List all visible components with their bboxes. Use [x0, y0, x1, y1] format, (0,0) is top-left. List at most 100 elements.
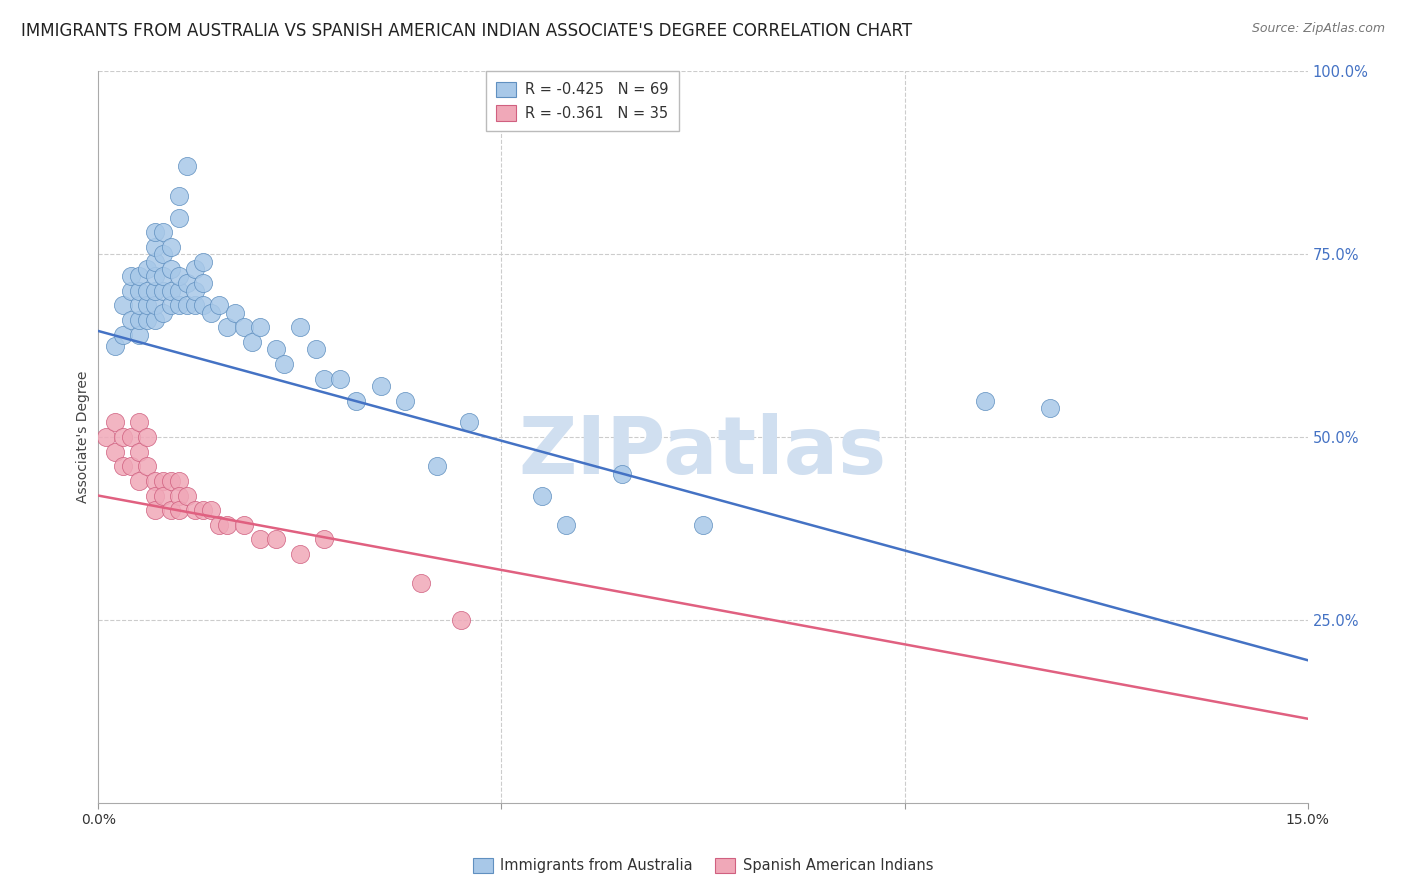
- Point: [135, 430, 157, 444]
- Point: [128, 327, 150, 342]
- Point: [152, 247, 174, 261]
- Point: [264, 343, 287, 357]
- Point: [208, 298, 231, 312]
- Point: [143, 298, 166, 312]
- Point: [458, 416, 481, 430]
- Point: [305, 343, 328, 357]
- Point: [135, 298, 157, 312]
- Point: [1039, 401, 1062, 415]
- Point: [344, 393, 367, 408]
- Point: [167, 188, 190, 202]
- Point: [224, 306, 246, 320]
- Point: [167, 503, 190, 517]
- Point: [184, 298, 207, 312]
- Text: Source: ZipAtlas.com: Source: ZipAtlas.com: [1251, 22, 1385, 36]
- Legend: R = -0.425   N = 69, R = -0.361   N = 35: R = -0.425 N = 69, R = -0.361 N = 35: [485, 71, 679, 131]
- Point: [143, 503, 166, 517]
- Point: [143, 225, 166, 239]
- Point: [128, 269, 150, 284]
- Point: [314, 533, 336, 547]
- Point: [143, 284, 166, 298]
- Point: [167, 284, 190, 298]
- Point: [530, 489, 553, 503]
- Point: [193, 298, 215, 312]
- Point: [160, 474, 183, 488]
- Point: [176, 160, 198, 174]
- Point: [974, 393, 997, 408]
- Point: [135, 459, 157, 474]
- Point: [152, 284, 174, 298]
- Point: [152, 474, 174, 488]
- Point: [314, 371, 336, 385]
- Point: [450, 613, 472, 627]
- Point: [329, 371, 352, 385]
- Point: [135, 261, 157, 276]
- Point: [160, 503, 183, 517]
- Point: [612, 467, 634, 481]
- Point: [193, 503, 215, 517]
- Point: [152, 225, 174, 239]
- Text: IMMIGRANTS FROM AUSTRALIA VS SPANISH AMERICAN INDIAN ASSOCIATE'S DEGREE CORRELAT: IMMIGRANTS FROM AUSTRALIA VS SPANISH AME…: [21, 22, 912, 40]
- Point: [167, 211, 190, 225]
- Point: [426, 459, 449, 474]
- Point: [692, 517, 714, 532]
- Point: [160, 298, 183, 312]
- Point: [143, 269, 166, 284]
- Point: [394, 393, 416, 408]
- Point: [208, 517, 231, 532]
- Point: [273, 357, 295, 371]
- Point: [409, 576, 432, 591]
- Point: [143, 240, 166, 254]
- Point: [167, 489, 190, 503]
- Point: [111, 327, 134, 342]
- Point: [200, 306, 222, 320]
- Point: [143, 254, 166, 268]
- Point: [152, 269, 174, 284]
- Point: [184, 261, 207, 276]
- Point: [143, 489, 166, 503]
- Point: [232, 320, 254, 334]
- Point: [128, 416, 150, 430]
- Point: [288, 320, 311, 334]
- Point: [120, 430, 142, 444]
- Point: [176, 489, 198, 503]
- Point: [249, 533, 271, 547]
- Point: [167, 474, 190, 488]
- Point: [103, 338, 125, 352]
- Point: [160, 261, 183, 276]
- Point: [167, 269, 190, 284]
- Point: [111, 298, 134, 312]
- Point: [184, 284, 207, 298]
- Point: [120, 313, 142, 327]
- Point: [120, 269, 142, 284]
- Point: [555, 517, 578, 532]
- Point: [128, 298, 150, 312]
- Point: [160, 240, 183, 254]
- Point: [128, 313, 150, 327]
- Point: [111, 430, 134, 444]
- Point: [217, 517, 239, 532]
- Point: [135, 313, 157, 327]
- Y-axis label: Associate's Degree: Associate's Degree: [76, 371, 90, 503]
- Point: [160, 284, 183, 298]
- Point: [143, 474, 166, 488]
- Point: [152, 489, 174, 503]
- Point: [152, 306, 174, 320]
- Point: [120, 284, 142, 298]
- Point: [135, 284, 157, 298]
- Point: [217, 320, 239, 334]
- Text: ZIPatlas: ZIPatlas: [519, 413, 887, 491]
- Point: [288, 547, 311, 561]
- Point: [264, 533, 287, 547]
- Point: [200, 503, 222, 517]
- Point: [370, 379, 392, 393]
- Point: [176, 277, 198, 291]
- Point: [96, 430, 118, 444]
- Point: [193, 277, 215, 291]
- Point: [240, 334, 263, 349]
- Point: [128, 284, 150, 298]
- Point: [176, 298, 198, 312]
- Point: [143, 313, 166, 327]
- Point: [120, 459, 142, 474]
- Point: [193, 254, 215, 268]
